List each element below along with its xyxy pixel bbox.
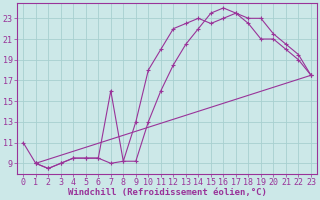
X-axis label: Windchill (Refroidissement éolien,°C): Windchill (Refroidissement éolien,°C) bbox=[68, 188, 267, 197]
